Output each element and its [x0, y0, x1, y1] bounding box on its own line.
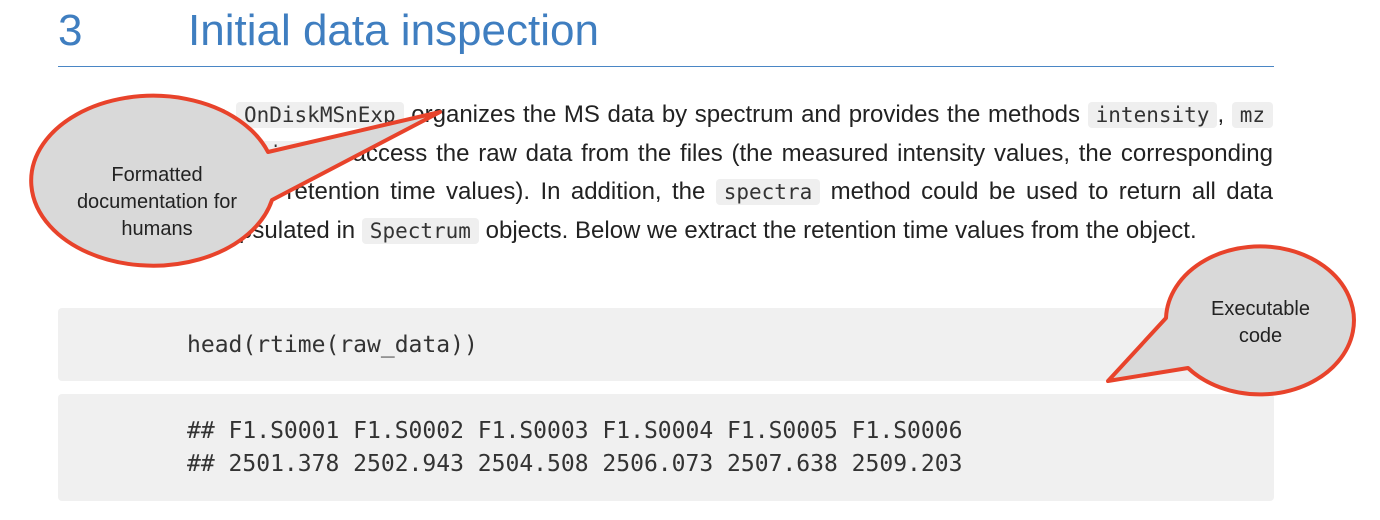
callout-line: Formatted: [111, 164, 203, 186]
inline-code-spectra: spectra: [715, 179, 821, 205]
section-header: 3 Initial data inspection: [58, 0, 1274, 67]
code-input-line: head(rtime(raw_data)): [187, 332, 478, 358]
callout-line: code: [1238, 325, 1283, 347]
inline-code-spectrum: Spectrum: [361, 217, 479, 244]
paragraph-text: objects. Below we extract the retention …: [478, 216, 1197, 244]
callout-right-text: Executable code: [1168, 296, 1353, 350]
paragraph-text: The: [187, 101, 236, 128]
inline-code-ondiskmsnexp: OnDiskMSnExp: [235, 102, 404, 128]
code-output-line: ## F1.S0001 F1.S0002 F1.S0003 F1.S0004 F…: [187, 418, 963, 444]
inline-code-mz: mz: [1231, 102, 1274, 128]
section-title: Initial data inspection: [188, 6, 599, 55]
paragraph-text: organizes the MS data by spectrum and pr…: [403, 101, 1088, 128]
callout-line: humans: [121, 218, 193, 240]
code-input-block: head(rtime(raw_data)): [58, 308, 1274, 381]
inline-code-intensity: intensity: [1087, 102, 1218, 128]
code-output-line: ## 2501.378 2502.943 2504.508 2506.073 2…: [187, 451, 963, 477]
code-output-block: ## F1.S0001 F1.S0002 F1.S0003 F1.S0004 F…: [58, 394, 1274, 501]
paragraph-text: ,: [1217, 101, 1232, 128]
callout-line: documentation for: [76, 191, 238, 213]
section-number: 3: [58, 6, 83, 55]
callout-line: Executable: [1211, 298, 1310, 320]
body-paragraph: The OnDiskMSnExp organizes the MS data b…: [187, 96, 1274, 250]
callout-left-text: Formatted documentation for humans: [42, 162, 272, 243]
